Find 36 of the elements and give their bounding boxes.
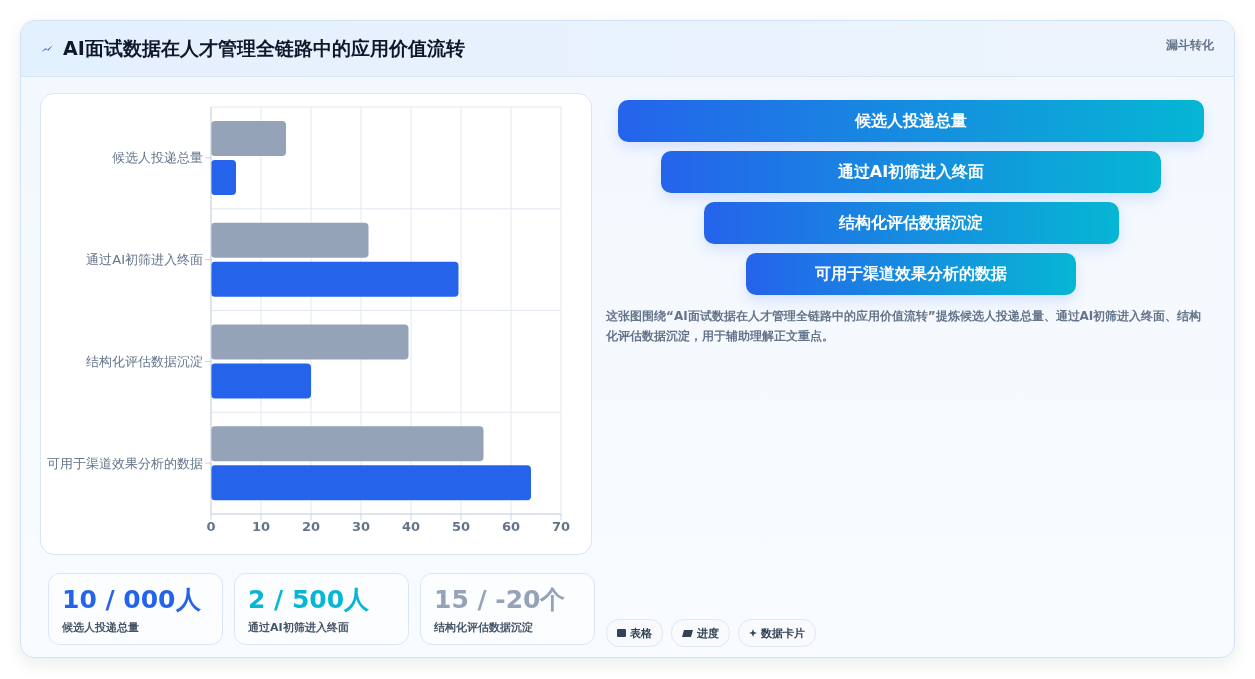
x-tick-label: 10 — [251, 519, 271, 535]
y-tick-label: 候选人投递总量 — [112, 150, 203, 166]
bar — [211, 465, 531, 501]
text: 数据卡片 — [761, 625, 805, 641]
text: 进度 — [697, 625, 719, 641]
category-label: 候选人投递总量 — [618, 100, 1204, 142]
y-tick-label: 可用于渠道效果分析的数据 — [47, 455, 203, 471]
bar — [211, 121, 286, 156]
text: 这张图围绕“AI面试数据在人才管理全链路中的应用价值流转”提炼候选人投递总量、通过AI初筛进入终面、结构化评估数据沉淀，用于辅助理解正文重点。 — [606, 308, 1203, 345]
text: 2 / 500人 — [248, 584, 371, 616]
category-label: 结构化评估数据沉淀 — [434, 620, 534, 635]
category-label: 通过AI初筛进入终面 — [660, 151, 1162, 193]
x-tick-label: 0 — [206, 519, 216, 535]
x-tick-label: 30 — [351, 519, 371, 535]
bar — [211, 222, 369, 258]
category-label: 可用于渠道效果分析的数据 — [746, 253, 1076, 295]
x-tick-label: 20 — [301, 519, 321, 535]
bar — [211, 426, 484, 462]
category-label: 通过AI初筛进入终面 — [248, 620, 350, 635]
x-tick-label: 40 — [401, 519, 421, 535]
text: 10 / 000人 — [62, 584, 202, 616]
bar — [211, 363, 311, 399]
y-tick-label: 结构化评估数据沉淀 — [86, 353, 203, 369]
text: 表格 — [630, 625, 652, 641]
text: 15 / -20个 — [434, 584, 567, 616]
x-tick-label: 50 — [451, 519, 471, 535]
bar — [211, 324, 409, 360]
category-label: 候选人投递总量 — [62, 620, 140, 635]
bar — [211, 160, 236, 195]
x-tick-label: 70 — [551, 519, 571, 535]
x-tick-label: 60 — [501, 519, 521, 535]
text: 漏斗转化 — [1166, 37, 1214, 54]
chart-title: AI面试数据在人才管理全链路中的应用价值流转 — [63, 35, 465, 61]
y-tick-label: 通过AI初筛进入终面 — [86, 252, 203, 268]
bar — [211, 261, 459, 297]
category-label: 结构化评估数据沉淀 — [703, 202, 1119, 244]
